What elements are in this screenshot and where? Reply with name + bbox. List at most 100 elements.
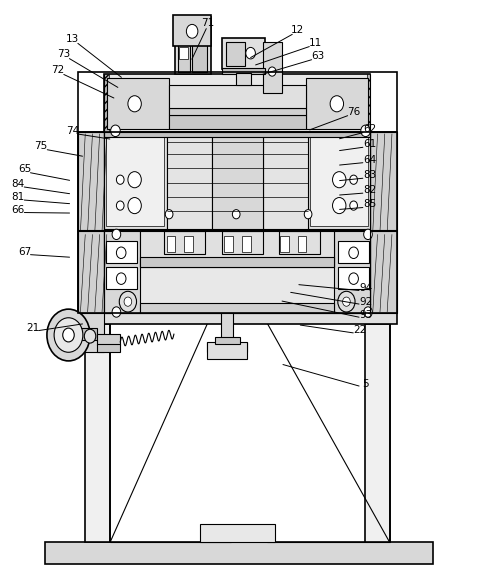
- Text: 63: 63: [311, 51, 324, 61]
- Bar: [236, 73, 251, 85]
- Bar: [207, 342, 247, 359]
- Text: 62: 62: [363, 124, 376, 134]
- Bar: [78, 313, 397, 324]
- Bar: [222, 231, 263, 254]
- Circle shape: [124, 297, 132, 306]
- Text: 74: 74: [66, 126, 79, 136]
- Bar: [338, 241, 369, 263]
- Bar: [214, 337, 240, 344]
- Bar: [78, 313, 105, 352]
- Bar: [167, 132, 212, 229]
- Bar: [280, 231, 320, 254]
- Bar: [85, 324, 110, 542]
- Bar: [308, 132, 370, 229]
- Circle shape: [350, 175, 358, 184]
- Bar: [185, 235, 193, 251]
- Bar: [140, 303, 335, 313]
- Circle shape: [84, 329, 96, 343]
- Bar: [107, 79, 169, 129]
- Text: 5: 5: [362, 379, 369, 389]
- Circle shape: [112, 307, 120, 317]
- Circle shape: [349, 247, 359, 258]
- Bar: [173, 14, 211, 46]
- Bar: [44, 542, 433, 564]
- Bar: [175, 17, 211, 75]
- Bar: [338, 267, 369, 289]
- Circle shape: [350, 201, 358, 210]
- Text: 84: 84: [11, 179, 24, 189]
- Text: 76: 76: [347, 107, 360, 117]
- Circle shape: [333, 172, 346, 188]
- Bar: [297, 235, 306, 251]
- Bar: [97, 334, 120, 346]
- Circle shape: [128, 198, 141, 214]
- Circle shape: [343, 297, 350, 306]
- Bar: [169, 114, 306, 129]
- Text: 61: 61: [363, 139, 376, 149]
- Bar: [212, 132, 263, 229]
- Circle shape: [246, 47, 255, 59]
- Circle shape: [116, 201, 124, 210]
- Text: 66: 66: [11, 205, 24, 214]
- Text: 83: 83: [363, 170, 376, 180]
- Bar: [309, 135, 368, 226]
- Bar: [169, 85, 306, 108]
- Text: 94: 94: [359, 283, 372, 293]
- Bar: [105, 75, 370, 132]
- Bar: [105, 132, 370, 136]
- Circle shape: [112, 229, 120, 239]
- Bar: [164, 231, 205, 254]
- Text: 93: 93: [359, 310, 372, 320]
- Circle shape: [349, 273, 359, 284]
- Bar: [222, 68, 265, 75]
- Circle shape: [165, 210, 173, 219]
- Bar: [281, 235, 289, 251]
- Bar: [226, 42, 245, 66]
- Bar: [370, 132, 397, 313]
- Text: 72: 72: [51, 65, 65, 75]
- Circle shape: [338, 291, 355, 312]
- Text: 64: 64: [363, 154, 376, 165]
- Bar: [106, 241, 137, 263]
- Text: 71: 71: [201, 18, 214, 28]
- Circle shape: [330, 96, 344, 112]
- Bar: [178, 21, 190, 72]
- Text: 73: 73: [57, 49, 70, 60]
- Bar: [78, 132, 105, 313]
- Text: 75: 75: [34, 142, 47, 151]
- Circle shape: [361, 125, 370, 136]
- Circle shape: [304, 210, 312, 219]
- Circle shape: [128, 172, 141, 188]
- Bar: [97, 344, 120, 352]
- Bar: [106, 135, 164, 226]
- Bar: [263, 132, 308, 229]
- Bar: [200, 524, 275, 542]
- Circle shape: [364, 229, 372, 239]
- Circle shape: [63, 328, 74, 342]
- Text: 81: 81: [11, 192, 24, 202]
- Bar: [167, 235, 175, 251]
- Circle shape: [111, 125, 120, 136]
- Circle shape: [116, 175, 124, 184]
- Text: 12: 12: [291, 25, 304, 35]
- Circle shape: [47, 309, 90, 361]
- Text: 11: 11: [308, 38, 322, 48]
- Bar: [140, 257, 335, 267]
- Bar: [306, 79, 368, 129]
- Circle shape: [333, 198, 346, 214]
- Bar: [140, 229, 335, 267]
- Bar: [192, 21, 207, 72]
- Bar: [105, 229, 140, 313]
- Bar: [365, 324, 389, 542]
- Bar: [221, 313, 233, 352]
- Bar: [78, 72, 397, 313]
- Bar: [366, 75, 370, 132]
- Text: 65: 65: [18, 164, 31, 175]
- Text: 21: 21: [26, 323, 39, 333]
- Bar: [263, 42, 282, 94]
- Circle shape: [187, 24, 198, 38]
- Circle shape: [128, 96, 141, 112]
- Text: 67: 67: [18, 247, 31, 257]
- Bar: [105, 75, 109, 132]
- Bar: [222, 38, 265, 69]
